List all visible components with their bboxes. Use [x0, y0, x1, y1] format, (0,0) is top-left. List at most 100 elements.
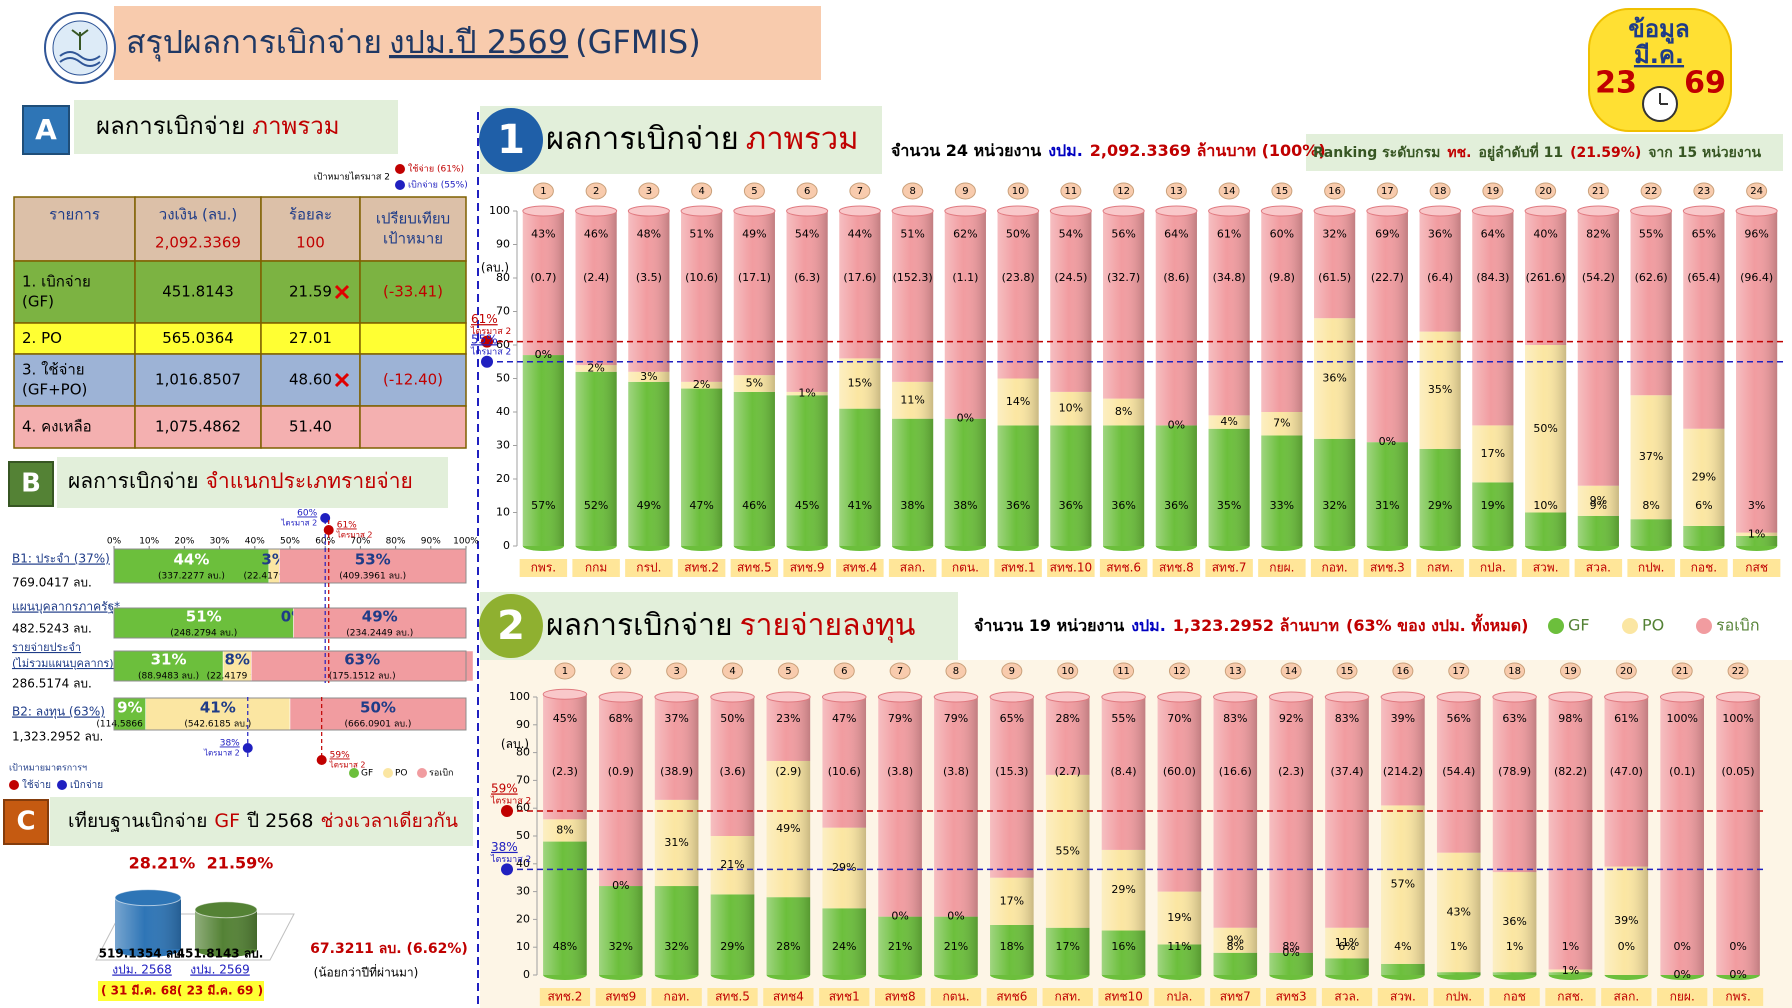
cylinder-shine — [934, 697, 978, 975]
po-label: 49% — [776, 822, 800, 835]
cylinder-shine — [1660, 697, 1704, 975]
category-label: งปม. 2569 — [190, 963, 250, 977]
table-cell — [134, 322, 262, 355]
rank-number: 19 — [1564, 666, 1577, 677]
category-bg — [930, 988, 982, 1006]
cylinder-shine — [1525, 211, 1567, 546]
amount-label: 519.1354 ลบ. — [99, 947, 186, 961]
cylinder-top — [114, 889, 182, 907]
cylinder-shine — [1381, 697, 1425, 975]
pending-label: 28% — [1055, 712, 1079, 725]
cylinder-shine — [1050, 211, 1092, 546]
cylinder-top — [1102, 205, 1145, 217]
cylinder-top — [1101, 691, 1146, 703]
difference-note: (น้อยกว่าปีที่ผ่านมา) — [314, 964, 419, 980]
po-label: 29% — [1111, 883, 1135, 896]
target-note: ไตรมาส 2 — [490, 854, 531, 865]
section-b-icon — [8, 461, 54, 507]
y-tick-label: 30 — [516, 885, 530, 898]
y-tick-label: 40 — [496, 405, 510, 418]
table-cell-text: 3. ใช้จ่าย — [22, 361, 85, 379]
page-title-part: (GFMIS) — [575, 23, 701, 61]
chart-2-subtitle-part: 1,323.2952 ล้านบาท — [1173, 616, 1339, 635]
rank-number: 24 — [1750, 186, 1763, 197]
hbar-value-label: 51% — [186, 608, 222, 626]
hbar-segment — [113, 697, 146, 731]
po-label: 55% — [1055, 844, 1079, 857]
page-title: สรุปผลการเบิกจ่าย งปม.ปี 2569 (GFMIS) — [126, 23, 701, 62]
pending-label: 37% — [664, 712, 688, 725]
y-tick-label: 70 — [496, 305, 510, 318]
category-amount: 769.0417 ลบ. — [12, 576, 92, 590]
section-c-title-part: ปี 2568 — [246, 810, 313, 832]
pending-amount: (84.3) — [1476, 271, 1509, 284]
x-tick-label: กกม — [585, 561, 607, 575]
pending-amount: (54.4) — [1442, 765, 1475, 778]
po-label: 0% — [1379, 435, 1396, 448]
rank-number: 14 — [1285, 666, 1298, 677]
pending-amount: (261.6) — [1526, 271, 1566, 284]
pending-amount: (3.8) — [943, 765, 969, 778]
pending-label: 62% — [953, 227, 977, 240]
chart-2-number-bg — [479, 594, 543, 658]
x-tick-label: กรป. — [636, 561, 661, 575]
legend-dot — [1696, 618, 1712, 634]
x-tick-label: สทช8 — [885, 990, 916, 1004]
target-label: 59% — [491, 781, 518, 795]
rank-number: 10 — [1061, 666, 1074, 677]
cylinder-top — [1208, 205, 1251, 217]
po-label: 8% — [556, 823, 573, 836]
pending-label: 56% — [1111, 227, 1135, 240]
x-tick-label: สทช.9 — [790, 561, 825, 575]
cylinder-top — [1380, 691, 1426, 703]
rank-badge — [1057, 662, 1079, 680]
pending-amount: (38.9) — [660, 765, 693, 778]
cylinder-shine — [1213, 697, 1258, 975]
pending-amount: (152.3) — [893, 271, 933, 284]
po-label: 29% — [1692, 470, 1716, 483]
pending-amount: (78.9) — [1498, 765, 1531, 778]
category-bg — [595, 988, 646, 1006]
cylinder-top — [1049, 205, 1092, 217]
cylinder-top — [1577, 205, 1620, 217]
gf-label: 3% — [1748, 499, 1765, 512]
cylinder-shine — [1419, 211, 1461, 546]
target-legend-dot — [395, 180, 405, 190]
hbar-shine — [113, 548, 467, 584]
cylinder-shine — [1492, 697, 1537, 975]
category-bg — [888, 559, 937, 577]
target-note: ไตรมาส 2 — [329, 761, 366, 770]
pending-label: 55% — [1639, 227, 1663, 240]
table-cell — [134, 260, 262, 324]
rank-badge — [1336, 662, 1358, 680]
rank-number: 17 — [1381, 186, 1394, 197]
legend-label: รอเบิก — [429, 768, 453, 779]
ranking-note-part: ทช. — [1447, 145, 1471, 161]
rank-number: 8 — [909, 186, 915, 197]
pending-amount: (10.6) — [685, 271, 718, 284]
x-tick-label: สทช4 — [773, 990, 804, 1004]
category-bg — [1205, 559, 1253, 577]
section-c-title-part: เทียบฐานเบิกจ่าย — [68, 810, 207, 832]
po-label: 0% — [891, 910, 908, 923]
x-tick-label: สทช.2 — [684, 561, 719, 575]
gf-label: 28% — [776, 940, 800, 953]
date-label: ( 31 มี.ค. 68) — [101, 984, 183, 998]
po-label: 36% — [1502, 915, 1526, 928]
x-tick-label: 80% — [386, 537, 406, 547]
pending-amount: (16.6) — [1219, 765, 1252, 778]
chart-1-number-bg — [479, 108, 543, 172]
x-tick-label: สทช.2 — [548, 990, 583, 1004]
gf-label: 16% — [1111, 940, 1135, 953]
category-bg — [1377, 988, 1429, 1006]
rank-number: 17 — [1452, 666, 1465, 677]
ranking-note-part: (21.59%) — [1570, 145, 1641, 161]
rank-number: 5 — [751, 186, 757, 197]
x-tick-label: 0% — [107, 537, 122, 547]
rank-badge — [1693, 182, 1715, 200]
table-header-cell — [260, 196, 361, 262]
legend-label: PO — [395, 769, 408, 779]
target-label: 61% — [337, 521, 357, 531]
gf-label: 6% — [1338, 940, 1355, 953]
section-b-title: ผลการเบิกจ่าย จำแนกประเภทรายจ่าย — [68, 469, 413, 493]
